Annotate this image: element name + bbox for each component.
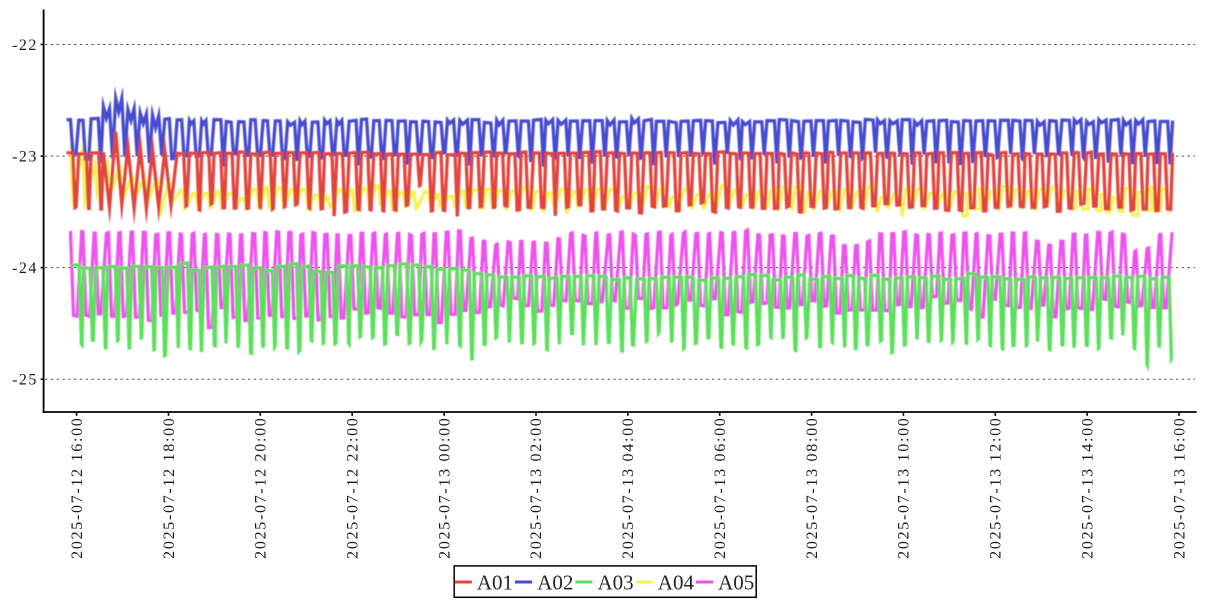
svg-text:2025-07-13 10:00: 2025-07-13 10:00 (896, 417, 913, 559)
svg-text:2025-07-12 22:00: 2025-07-12 22:00 (345, 417, 362, 559)
svg-text:2025-07-12 18:00: 2025-07-12 18:00 (161, 417, 178, 559)
svg-text:-23: -23 (12, 148, 38, 165)
svg-text:-24: -24 (12, 260, 38, 277)
svg-text:2025-07-13 12:00: 2025-07-13 12:00 (988, 417, 1005, 559)
svg-text:A03: A03 (598, 571, 634, 595)
svg-text:A02: A02 (537, 571, 573, 595)
svg-text:A04: A04 (658, 571, 695, 595)
svg-text:2025-07-13 08:00: 2025-07-13 08:00 (804, 417, 821, 559)
svg-text:2025-07-13 04:00: 2025-07-13 04:00 (620, 417, 637, 559)
svg-text:2025-07-12 20:00: 2025-07-12 20:00 (253, 417, 270, 559)
svg-text:A01: A01 (477, 571, 513, 595)
svg-text:-25: -25 (12, 372, 38, 389)
svg-text:2025-07-13 14:00: 2025-07-13 14:00 (1080, 417, 1097, 559)
svg-text:-22: -22 (12, 37, 38, 54)
svg-text:2025-07-12 16:00: 2025-07-12 16:00 (69, 417, 86, 559)
svg-text:2025-07-13 00:00: 2025-07-13 00:00 (436, 417, 453, 559)
svg-text:2025-07-13 06:00: 2025-07-13 06:00 (712, 417, 729, 559)
svg-text:2025-07-13 02:00: 2025-07-13 02:00 (528, 417, 545, 559)
svg-text:2025-07-13 16:00: 2025-07-13 16:00 (1171, 417, 1188, 559)
svg-text:A05: A05 (718, 571, 754, 595)
